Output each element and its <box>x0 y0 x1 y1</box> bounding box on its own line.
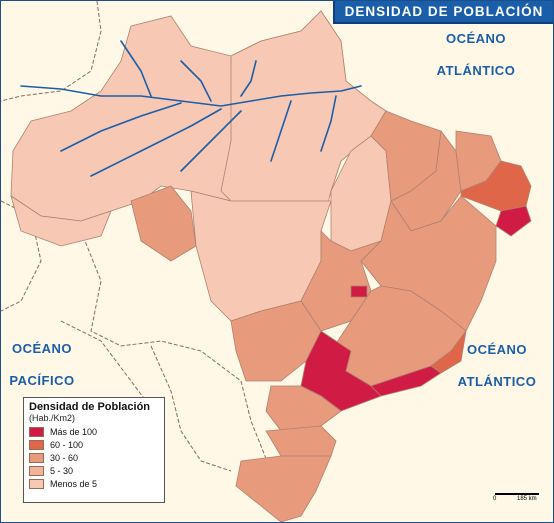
scale-bar: 0 185 km <box>493 491 543 505</box>
legend-swatch <box>29 452 44 463</box>
river-negro <box>120 40 152 97</box>
legend-swatch <box>29 426 44 437</box>
legend-item: 60 - 100 <box>29 438 159 451</box>
river-jurua <box>60 102 182 152</box>
legend-title: Densidad de Población <box>29 401 151 413</box>
legend-label: 5 - 30 <box>50 465 74 476</box>
scale-bar-segment <box>495 493 517 495</box>
river-xingu <box>320 95 337 152</box>
map-title: DENSIDAD DE POBLACIÓN <box>333 1 553 24</box>
state-acre <box>10 195 112 247</box>
scale-label-start: 0 <box>493 496 497 502</box>
ocean-label-line: OCÉANO <box>445 31 507 46</box>
state-espirito-santo <box>430 330 467 374</box>
legend-item: 30 - 60 <box>29 451 159 464</box>
river-madeira <box>180 110 242 172</box>
legend-label: Menos de 5 <box>50 478 98 489</box>
state-distrito-federal <box>350 285 368 298</box>
ocean-label-pacific: OCÉANO PACÍFICO <box>3 333 81 397</box>
legend-swatch <box>29 478 44 489</box>
state-rio-de-janeiro <box>370 365 442 397</box>
river-branco <box>180 60 212 102</box>
border-chile <box>60 320 162 422</box>
legend-swatch <box>29 439 44 450</box>
border-bolivia-argentina <box>150 345 232 472</box>
rivers <box>20 40 362 177</box>
ocean-label-atlantic-top: OCÉANO ATLÁNTICO <box>426 23 526 87</box>
legend-item: 5 - 30 <box>29 464 159 477</box>
legend-unit: (Hab./Km2) <box>29 413 76 423</box>
river-tapajos <box>270 100 292 162</box>
amazon-river <box>20 85 362 107</box>
legend-label: Más de 100 <box>50 426 98 437</box>
ocean-label-atlantic-right: OCÉANO ATLÁNTICO <box>447 334 547 398</box>
legend-label: 30 - 60 <box>50 452 79 463</box>
state-rondonia <box>130 185 197 262</box>
legend-item: Menos de 5 <box>29 477 159 490</box>
state-rio-grande-do-sul <box>235 455 332 522</box>
legend-item: Más de 100 <box>29 425 159 438</box>
river-purus <box>90 108 222 177</box>
ocean-label-line: ATLÁNTICO <box>457 374 537 389</box>
border-venezuela-colombia <box>1 1 102 102</box>
legend-swatch <box>29 465 44 476</box>
border-colombia-peru <box>1 200 42 312</box>
ocean-label-line: OCÉANO <box>11 341 73 356</box>
ocean-label-line: PACÍFICO <box>9 373 75 388</box>
river-trombetas <box>240 60 257 97</box>
state-alagoas <box>495 205 532 237</box>
scale-label-end: 185 km <box>517 496 537 502</box>
legend: Densidad de Población (Hab./Km2) Más de … <box>23 397 165 503</box>
state-parana <box>265 385 342 432</box>
state-santa-catarina <box>265 425 337 457</box>
ocean-label-line: OCÉANO <box>466 342 528 357</box>
border-peru-bolivia <box>80 230 242 382</box>
scale-bar-segment <box>517 493 539 495</box>
ocean-label-line: ATLÁNTICO <box>436 63 516 78</box>
legend-label: 60 - 100 <box>50 439 84 450</box>
